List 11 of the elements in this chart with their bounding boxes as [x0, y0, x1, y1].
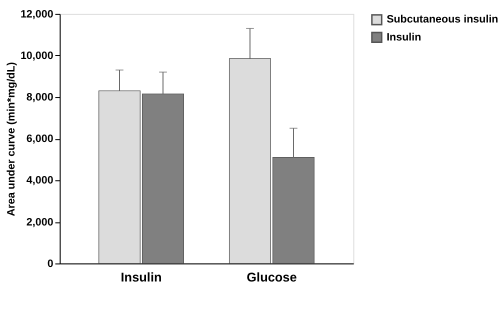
y-tick-label: 6,000 — [26, 133, 54, 146]
y-tick-label: 12,000 — [20, 8, 54, 20]
x-tick-label: Glucose — [246, 270, 297, 285]
y-tick-label: 10,000 — [20, 50, 54, 62]
legend-label: Insulin — [386, 31, 422, 44]
y-axis-title: Area under curve (min*mg/dL) — [6, 62, 18, 216]
legend-label: Subcutaneous insulin — [386, 14, 498, 26]
y-tick-label: 8,000 — [26, 91, 54, 104]
y-tick-label: 0 — [47, 258, 54, 270]
y-tick-label: 4,000 — [26, 174, 54, 187]
y-tick-label: 2,000 — [26, 216, 54, 228]
